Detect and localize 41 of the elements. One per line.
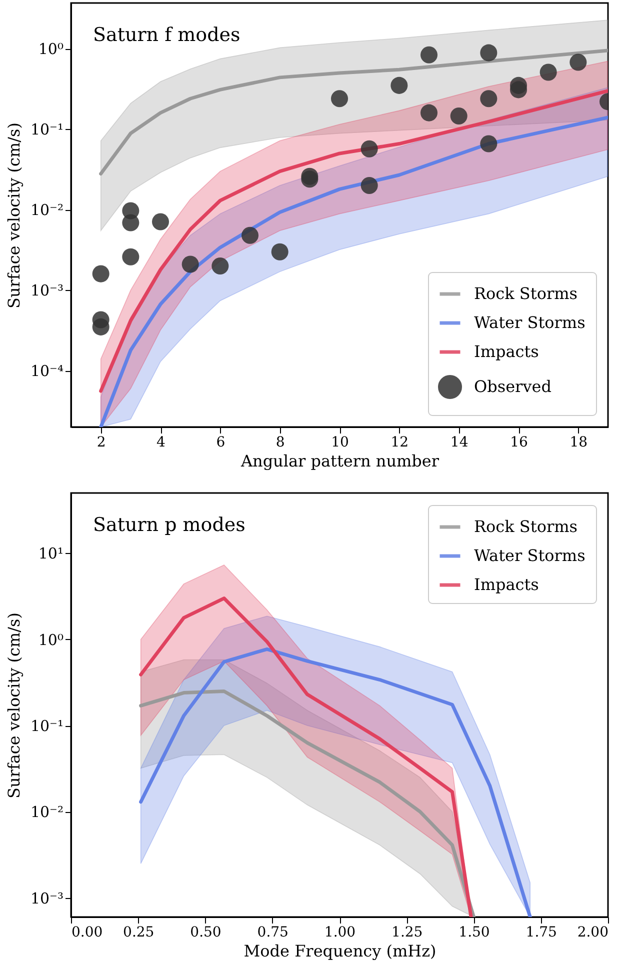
x-tick-label: 2.00: [577, 924, 608, 940]
legend-label: Impacts: [474, 342, 539, 361]
x-tick-label: 1.75: [526, 924, 557, 940]
y-tick-label: 10⁻³: [30, 889, 64, 908]
legend-label: Rock Storms: [474, 284, 578, 303]
y-tick-label: 10⁻²: [30, 201, 64, 220]
y-tick-label: 10⁰: [38, 630, 64, 649]
legend-label: Impacts: [474, 575, 539, 594]
y-tick-label: 10⁻¹: [30, 120, 64, 139]
x-tick-label: 2: [96, 434, 106, 450]
x-tick-label: 0.75: [257, 924, 288, 940]
text: Saturn p modes: [93, 514, 246, 536]
y-tick-label: 10⁻⁴: [30, 362, 64, 380]
y-tick-label: 10⁰: [38, 40, 64, 58]
x-tick-label: 0.50: [190, 924, 222, 940]
x-tick-label: 0.25: [123, 924, 154, 940]
y-axis-title: Surface velocity (cm/s): [4, 612, 24, 798]
x-tick-label: 0.00: [72, 924, 103, 940]
y-tick-label: 10⁻¹: [30, 717, 64, 736]
x-tick-label: 1.00: [324, 924, 356, 940]
y-axis-title: Surface velocity (cm/s): [4, 122, 24, 308]
x-tick-label: 12: [390, 434, 409, 450]
x-tick-label: 6: [216, 434, 226, 450]
legend-label: Rock Storms: [474, 517, 578, 536]
x-tick-label: 16: [510, 434, 528, 450]
y-tick-label: 10⁻²: [30, 803, 64, 822]
y-tick-label: 10⁻³: [30, 282, 64, 300]
x-tick-label: 1.25: [392, 924, 423, 940]
y-tick-label: 10¹: [38, 544, 64, 563]
legend-label: Water Storms: [474, 546, 586, 565]
x-tick-label: 4: [156, 434, 166, 450]
x-axis-title: Mode Frequency (mHz): [244, 942, 436, 960]
text: Saturn f modes: [93, 24, 240, 46]
x-tick-label: 10: [331, 434, 349, 450]
x-tick-label: 1.50: [458, 924, 490, 940]
x-tick-label: 14: [450, 434, 468, 450]
legend-label: Water Storms: [474, 313, 586, 332]
x-tick-label: 8: [276, 434, 285, 450]
x-tick-label: 18: [570, 434, 588, 450]
legend-label: Observed: [474, 377, 552, 396]
x-axis-title: Angular pattern number: [240, 452, 440, 470]
